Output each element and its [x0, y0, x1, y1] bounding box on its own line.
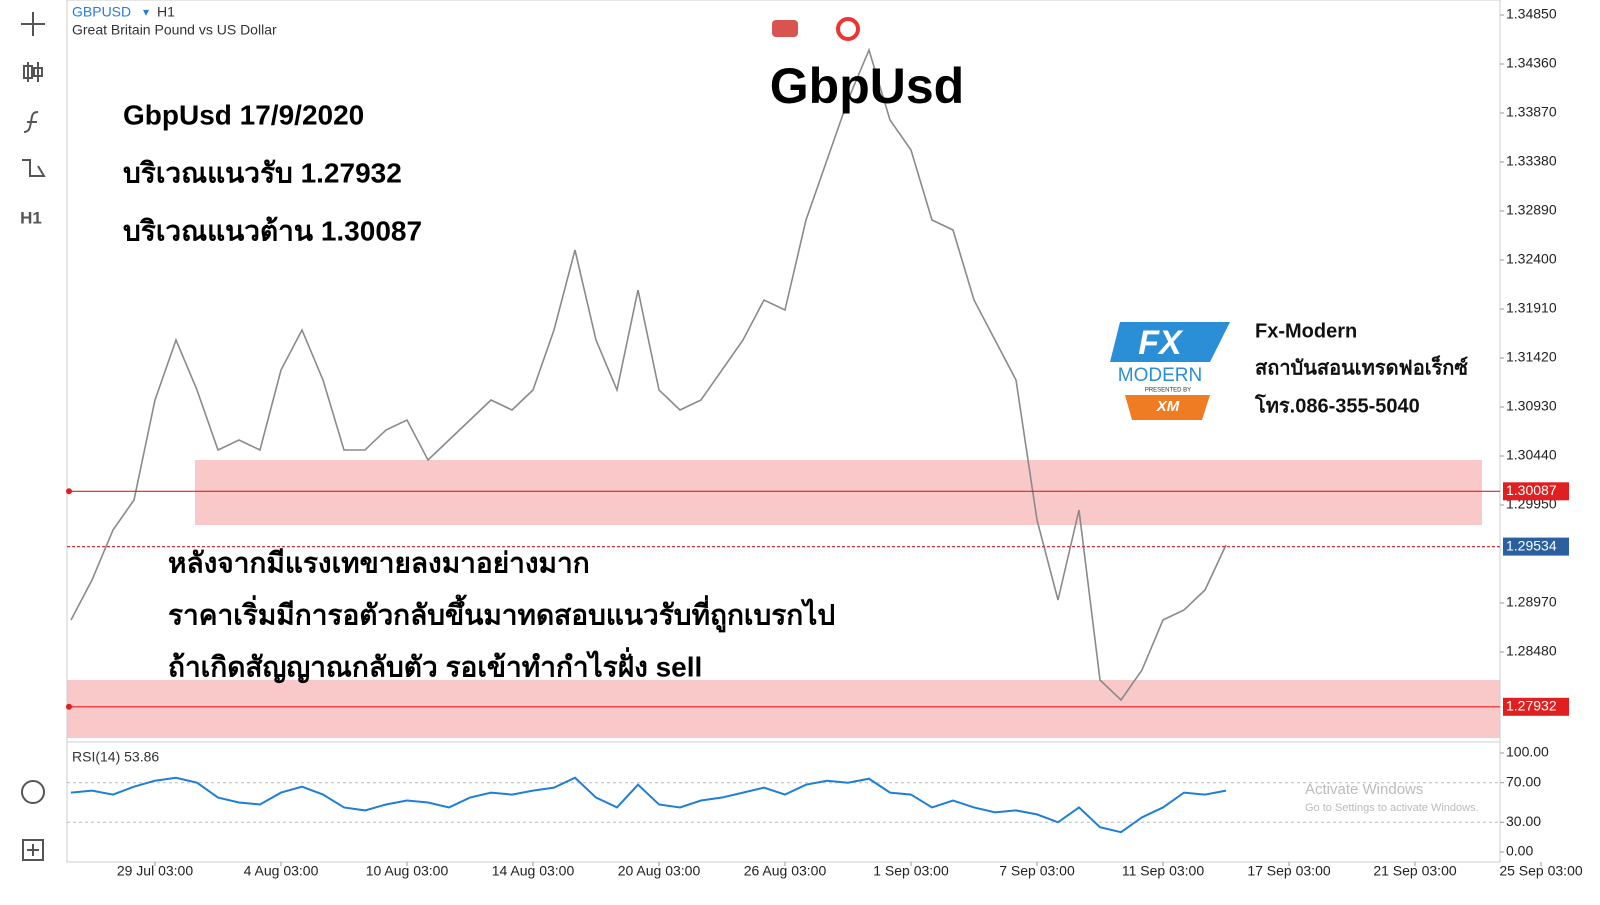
x-tick-label: 1 Sep 03:00 — [873, 863, 949, 879]
logo-presented: PRESENTED BY — [1145, 388, 1191, 394]
add-plus — [27, 844, 39, 856]
note: บริเวณแนวต้าน 1.30087 — [123, 215, 422, 246]
x-tick-label: 7 Sep 03:00 — [999, 863, 1075, 879]
level-tag — [1503, 537, 1569, 556]
y-tick-label: 1.28970 — [1506, 594, 1557, 610]
x-tick-label: 20 Aug 03:00 — [618, 863, 701, 879]
brand-line: Fx-Modern — [1255, 320, 1357, 342]
y-tick-label: 1.28480 — [1506, 643, 1557, 659]
fx-logo — [1110, 322, 1230, 420]
x-tick-label: 11 Sep 03:00 — [1122, 863, 1204, 879]
y-tick-label: 30.00 — [1506, 813, 1541, 829]
price-line — [70, 776, 1227, 834]
function-icon[interactable] — [23, 111, 39, 133]
note: GbpUsd 17/9/2020 — [123, 99, 364, 130]
logo-shape — [1125, 395, 1210, 420]
y-tick-label: 1.32890 — [1506, 202, 1557, 218]
y-tick-label: 100.00 — [1506, 744, 1549, 760]
note: บริเวณแนวรับ 1.27932 — [123, 157, 402, 188]
app-icon[interactable] — [836, 17, 860, 41]
toolbar — [21, 12, 46, 861]
x-tick-label: 14 Aug 03:00 — [492, 863, 575, 879]
x-tick-label: 21 Sep 03:00 — [1373, 863, 1457, 879]
x-tick-label: 25 Sep 03:00 — [1499, 863, 1583, 879]
level-label: 1.30087 — [1506, 482, 1557, 498]
indicator-icon[interactable] — [21, 780, 45, 804]
x-tick-label: 26 Aug 03:00 — [744, 863, 827, 879]
price-line — [70, 47, 1227, 702]
rsi-label: RSI(14) 53.86 — [72, 749, 159, 765]
crosshair-icon[interactable] — [21, 12, 45, 36]
logo-xm: XM — [1156, 398, 1180, 415]
level-tag — [1503, 697, 1569, 716]
y-tick-label: 1.31420 — [1506, 349, 1557, 365]
y-tick-label: 70.00 — [1506, 773, 1541, 789]
y-tick-label: 1.30930 — [1506, 398, 1557, 414]
level-tag — [1503, 482, 1569, 501]
brand-line: โทร.086-355-5040 — [1254, 393, 1420, 417]
logo-modern: MODERN — [1118, 365, 1202, 386]
watermark: Activate Windows — [1305, 781, 1423, 798]
app-icon[interactable] — [772, 20, 798, 37]
x-tick-label: 29 Jul 03:00 — [117, 863, 193, 879]
comment: ถ้าเกิดสัญญาณกลับตัว รอเข้าทำกำไรฝั่ง se… — [168, 646, 702, 683]
description: Great Britain Pound vs US Dollar — [72, 22, 277, 38]
plot-frame — [66, 0, 1501, 863]
y-tick-label: 1.34360 — [1506, 55, 1557, 71]
y-tick-label: 1.33380 — [1506, 153, 1557, 169]
brand-line: สถาบันสอนเทรดฟอเร็กซ์ — [1255, 354, 1468, 379]
chart-title: GbpUsd — [770, 58, 964, 114]
x-tick-label: 17 Sep 03:00 — [1247, 863, 1331, 879]
timeframe: H1 — [157, 4, 175, 20]
x-tick-label: 4 Aug 03:00 — [244, 863, 319, 879]
level-label: 1.29534 — [1506, 537, 1557, 553]
symbol-dropdown[interactable]: ▾ — [143, 5, 149, 19]
add-icon[interactable] — [22, 839, 44, 861]
sidebar-timeframe[interactable]: H1 — [20, 208, 42, 227]
comment: หลังจากมีแรงเทขายลงมาอย่างมาก — [168, 547, 590, 578]
logo-shape — [1110, 322, 1230, 362]
zone — [67, 680, 1500, 738]
y-tick-label: 1.31910 — [1506, 300, 1557, 316]
y-tick-label: 1.32400 — [1506, 251, 1557, 267]
y-tick-label: 0.00 — [1506, 843, 1533, 859]
zone — [195, 460, 1482, 525]
y-tick-label: 1.30440 — [1506, 447, 1557, 463]
symbol[interactable]: GBPUSD — [72, 4, 131, 20]
objects-icon[interactable] — [22, 159, 46, 177]
y-tick-label: 1.34850 — [1506, 6, 1557, 22]
comment: ราคาเริ่มมีการอตัวกลับขึ้นมาทดสอบแนวรับท… — [168, 593, 835, 632]
candle-icon[interactable] — [23, 62, 43, 82]
y-tick-label: 1.33870 — [1506, 104, 1557, 120]
watermark: Go to Settings to activate Windows. — [1305, 802, 1479, 814]
x-tick-label: 10 Aug 03:00 — [366, 863, 449, 879]
level-label: 1.27932 — [1506, 698, 1557, 714]
logo-fx: FX — [1138, 324, 1184, 362]
